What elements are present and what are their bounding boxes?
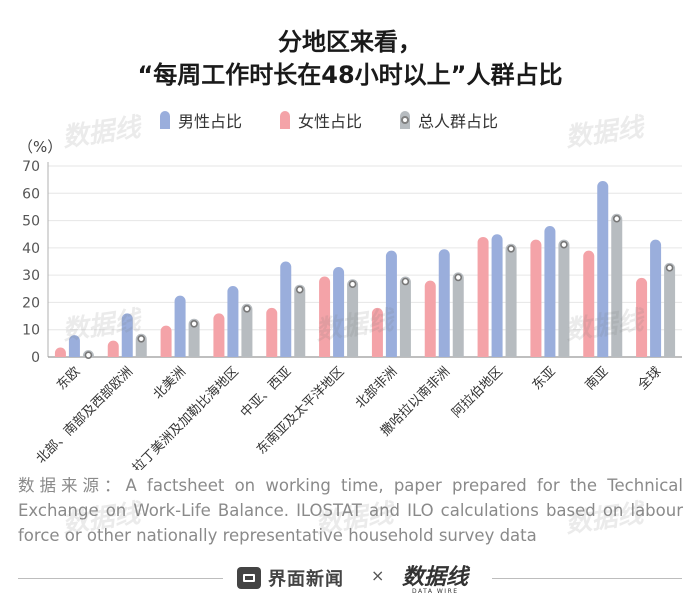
bar-total [664,262,676,357]
data-wire-logo-sub: DATA WIRE [412,588,459,595]
footer-brand: 界面新闻 [237,565,344,591]
x-tick-label: 东欧 [54,364,83,393]
y-axis-unit-label: （%） [18,138,63,156]
bar-total [452,272,464,357]
bar-female [107,340,119,357]
bar-marker-total [560,240,568,249]
legend-label-total: 总人群占比 [418,112,499,131]
bar-marker-total [137,335,146,343]
x-tick-label: 拉丁美洲及加勒比海地区 [130,364,242,470]
legend-item-male: 男性占比 [160,108,242,132]
footer-separator: × [371,566,385,585]
chart-title: 分地区来看， “每周工作时长在48小时以上”人群占比 [0,26,700,92]
bar-marker-total [84,351,93,359]
bar-marker-total [348,280,357,289]
y-tick-label: 0 [31,350,40,366]
jiemian-logo-icon [237,567,261,589]
legend-dot-total [401,116,410,124]
bar-female [424,280,436,357]
bar-male [650,239,662,357]
legend-label-female: 女性占比 [298,112,363,131]
bar-female [266,307,278,357]
bar-male [438,249,450,357]
legend-swatch-total [400,111,411,129]
x-tick-label: 中亚、西亚 [238,364,295,421]
bar-marker-total [401,277,410,286]
bar-male [68,335,80,357]
chart-title-line2: “每周工作时长在48小时以上”人群占比 [137,61,563,89]
y-tick-label: 40 [22,241,40,257]
bar-male [227,286,239,357]
bar-female [477,236,489,357]
bar-male [491,234,503,357]
x-tick-label: 东亚 [530,364,559,393]
bar-marker-total [507,244,515,253]
footer-divider-left [18,578,223,579]
bar-marker-total [454,273,463,282]
x-tick-label: 北部、南部及西部欧洲 [33,364,136,467]
x-tick-label: 北部非洲 [353,364,400,411]
bar-marker-total [295,285,304,294]
source-note: 数据来源：A factsheet on working time, paper … [18,476,683,545]
bar-male [544,226,556,357]
data-wire-logo: 数据线 DATA WIRE [402,565,471,595]
chart-title-line1: 分地区来看， [278,28,422,56]
y-tick-label: 10 [22,323,40,339]
bar-marker-total [190,319,198,328]
bar-male [121,313,133,357]
bar-marker-total [612,214,621,223]
bar-female [160,325,172,357]
y-tick-label: 70 [22,159,40,175]
y-tick-label: 30 [22,268,40,284]
bar-female [530,239,542,357]
data-wire-logo-text: 数据线 [402,565,471,590]
legend-label-male: 男性占比 [178,112,243,131]
legend-swatch-male [160,111,170,129]
y-tick-label: 50 [22,214,40,230]
bar-female [54,347,66,357]
bar-male [174,295,186,357]
bar-male [333,266,345,357]
legend-swatch-female [280,111,291,129]
x-tick-label: 全球 [635,364,665,394]
bar-marker-total [665,264,674,272]
x-tick-label: 北美洲 [151,364,189,402]
bar-female [371,307,383,357]
bar-female [319,276,331,357]
y-tick-label: 60 [22,186,40,202]
bar-female [583,250,595,357]
bar-marker-total [243,304,251,313]
bar-total [611,213,623,357]
bar-total [505,243,517,357]
bar-female [636,277,648,357]
legend: 男性占比 女性占比 总人群占比 [160,108,536,132]
bar-total [294,284,306,357]
bar-male [597,181,609,357]
bar-total [399,276,411,357]
bar-male [385,250,397,357]
legend-item-female: 女性占比 [280,108,362,132]
x-tick-label: 南亚 [582,364,612,394]
x-tick-label: 阿拉伯地区 [449,364,506,421]
bar-female [213,313,225,357]
x-tick-label: 东南亚及太平洋地区 [253,364,347,458]
footer: 界面新闻 × 数据线 DATA WIRE [0,560,700,600]
footer-divider-right [492,578,682,579]
bar-total [188,318,200,357]
bar-male [280,261,292,357]
legend-item-total: 总人群占比 [400,108,498,132]
y-tick-label: 20 [22,295,40,311]
bar-total [558,239,570,357]
bar-total [241,303,253,357]
brand-name: 界面新闻 [268,569,344,590]
bar-total [347,279,359,357]
